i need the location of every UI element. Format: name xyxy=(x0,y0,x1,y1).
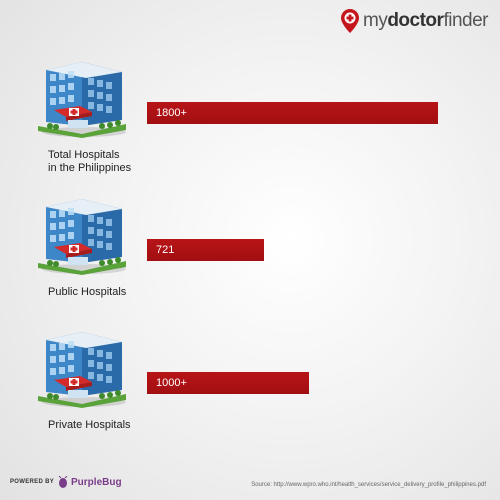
hospital-building-icon xyxy=(36,197,128,275)
bar-value-label: 1000+ xyxy=(156,377,187,389)
hospital-building-icon xyxy=(36,60,128,138)
chart-bar: 1800+ xyxy=(147,102,438,124)
source-citation: Source: http://www.wpro.who.int/health_s… xyxy=(251,482,486,488)
chart-bar: 721 xyxy=(147,239,264,261)
brand-name-part3: finder xyxy=(443,10,488,31)
category-label: Private Hospitals xyxy=(48,419,131,431)
purplebug-icon xyxy=(58,476,68,488)
brand-name-part2: doctor xyxy=(387,10,444,31)
category-label: Public Hospitals xyxy=(48,286,127,298)
hospital-building-icon xyxy=(36,330,128,408)
purplebug-brand: PurpleBug xyxy=(71,476,122,488)
powered-by-label: POWERED BY xyxy=(10,479,55,485)
brand-name: mydoctorfinder xyxy=(363,10,488,32)
category-label: Total Hospitals in the Philippines xyxy=(48,149,132,174)
powered-by: POWERED BY PurpleBug xyxy=(10,476,122,488)
brand-name-part1: my xyxy=(363,10,388,31)
mydoctorfinder-logo: mydoctorfinder xyxy=(341,8,488,34)
map-pin-cross-icon xyxy=(341,9,359,33)
chart-bar: 1000+ xyxy=(147,372,309,394)
bar-value-label: 1800+ xyxy=(156,107,187,119)
bar-value-label: 721 xyxy=(156,244,175,256)
